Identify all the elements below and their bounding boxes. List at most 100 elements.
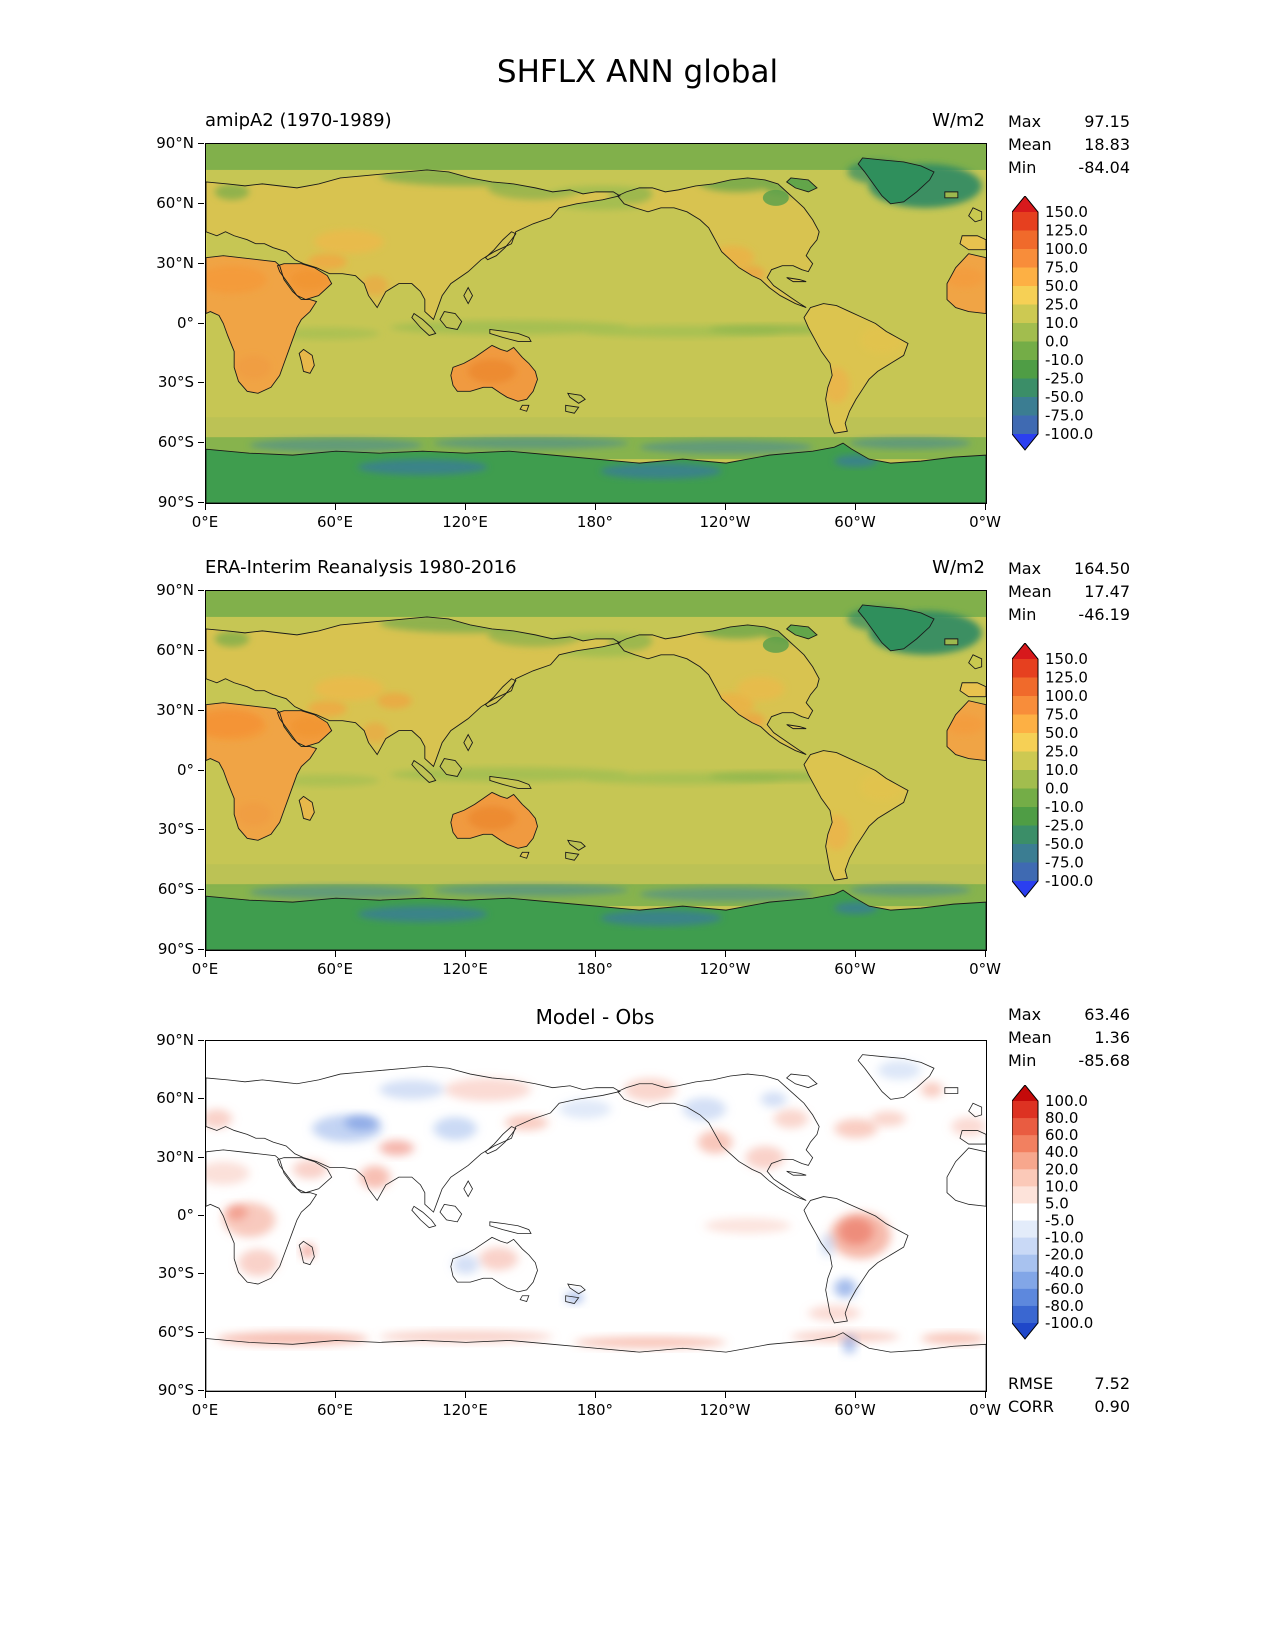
coastline-iberia [960, 683, 986, 697]
map-feature-blob [271, 774, 380, 787]
stat-value: -84.04 [1078, 158, 1130, 178]
map-feature-blob [838, 1217, 874, 1246]
coastline-greenland [858, 605, 934, 651]
landmass-newguinea [489, 776, 531, 789]
colorbar-tick-label: 20.0 [1045, 1160, 1078, 1178]
panel-3-title: Model - Obs [535, 1005, 655, 1029]
map-feature-blob [600, 910, 722, 927]
coastline-northAmerica [618, 178, 820, 308]
lat-tick-label: 30°S [157, 820, 194, 839]
coastline-sumatra [412, 314, 436, 336]
stat-label: Max [1008, 1005, 1042, 1024]
lon-tick-label: 120°E [442, 513, 488, 531]
colorbar-segment [1012, 1152, 1038, 1170]
map-feature-blob [834, 1278, 856, 1298]
lat-tick-label: 30°N [156, 253, 194, 272]
landmass-iceland [944, 638, 958, 645]
coastline-cuba [787, 725, 807, 729]
panel-1-stat-mean: Mean 18.83 [1008, 133, 1130, 156]
lat-tick [198, 1215, 204, 1216]
map-feature-blob [216, 1331, 369, 1346]
lat-tick-label: 60°S [157, 433, 194, 452]
map-feature-blob [214, 183, 250, 200]
panel-3-extra-stats: RMSE 7.52 CORR 0.90 [1008, 1372, 1130, 1418]
lat-tick [198, 1390, 204, 1391]
map-feature-blob [762, 189, 789, 206]
colorbar-segment [1012, 267, 1038, 287]
coastline-newguinea [490, 329, 531, 341]
lon-tick-label: 120°W [699, 1401, 751, 1419]
colorbar-tick-label: -25.0 [1045, 370, 1084, 388]
landmass-eurasia [206, 169, 620, 320]
lat-tick [198, 143, 204, 144]
colorbar-tick-label: 150.0 [1045, 203, 1088, 221]
colorbar-tick-label: 0.0 [1045, 780, 1069, 798]
map-feature-blob [301, 1243, 315, 1259]
lat-tick-label: 30°S [157, 373, 194, 392]
lat-tick [198, 949, 204, 950]
lon-tick [335, 504, 336, 510]
coastline-southAmerica [804, 1197, 908, 1323]
map-feature-blob [379, 1140, 414, 1156]
landmass-sumatra [411, 313, 436, 336]
lon-tick [985, 1392, 986, 1398]
stat-label: Max [1008, 112, 1042, 131]
lat-tick [198, 709, 204, 711]
coastline-greenland [858, 158, 934, 204]
coastline-philippines [464, 735, 473, 751]
colorbar-arrow-up [1012, 1085, 1038, 1101]
colorbar-segment [1012, 714, 1038, 734]
map-feature-blob [951, 1116, 986, 1137]
map-feature-blob [468, 359, 516, 384]
lon-tick-label: 60°E [316, 1401, 354, 1419]
coastline-baffin [787, 625, 817, 639]
lon-tick-label: 60°W [834, 960, 876, 978]
coastline-australia [451, 345, 538, 401]
panel-1-stat-min: Min -84.04 [1008, 156, 1130, 179]
colorbar-tick-label: 150.0 [1045, 650, 1088, 668]
lat-tick [198, 1331, 204, 1333]
coastline-southAmerica [804, 304, 908, 434]
stat-label: Min [1008, 605, 1037, 625]
figure-title: SHFLX ANN global [496, 54, 779, 90]
coastline-cuba [787, 1171, 807, 1175]
lat-tick-label: 90°S [157, 493, 194, 511]
panel-2-stat-max: Max 164.50 [1008, 557, 1130, 580]
lon-tick [985, 504, 986, 510]
lon-tick [725, 1392, 726, 1398]
map-feature-blob [760, 1091, 787, 1108]
lat-tick [198, 1098, 204, 1100]
colorbar-diff: 100.080.060.040.020.010.05.0-5.0-10.0-20… [1012, 1085, 1093, 1340]
lon-tick-label: 180° [576, 1401, 614, 1419]
coastline-japan [486, 679, 516, 707]
lon-tick-label: 60°W [834, 513, 876, 531]
coastline-madagascar [299, 796, 314, 820]
map-feature-blob [379, 1079, 445, 1100]
stat-value: -85.68 [1078, 1051, 1130, 1071]
coastline-newguinea [490, 1222, 531, 1234]
colorbar-tick-label: -10.0 [1045, 798, 1084, 816]
coastline-africaWest [947, 701, 986, 761]
map-feature-blob [708, 324, 839, 335]
map-feature-blob [362, 275, 388, 296]
coastline-arabia [278, 264, 332, 300]
map-feature-blob [944, 714, 984, 735]
lon-tick [985, 951, 986, 957]
lat-tick-label: 90°N [156, 581, 194, 599]
colorbar-tick-label: -100.0 [1045, 1314, 1093, 1332]
map-feature-blob [206, 265, 267, 294]
coastline-japan [486, 1127, 516, 1154]
lon-tick-label: 60°W [834, 1401, 876, 1419]
panel-3-stat-max: Max 63.46 [1008, 1003, 1130, 1026]
lat-tick-label: 60°S [157, 880, 194, 899]
lon-tick [205, 504, 206, 510]
landmass-sumatra [411, 760, 436, 783]
map-feature-blob [600, 463, 722, 480]
coastline-borneo [440, 759, 462, 777]
coastline-antarctica [206, 890, 986, 950]
coastline-northAmerica [618, 625, 820, 755]
lat-tick [198, 502, 204, 503]
coastline-arabia [278, 1158, 332, 1193]
lat-tick [198, 649, 204, 651]
